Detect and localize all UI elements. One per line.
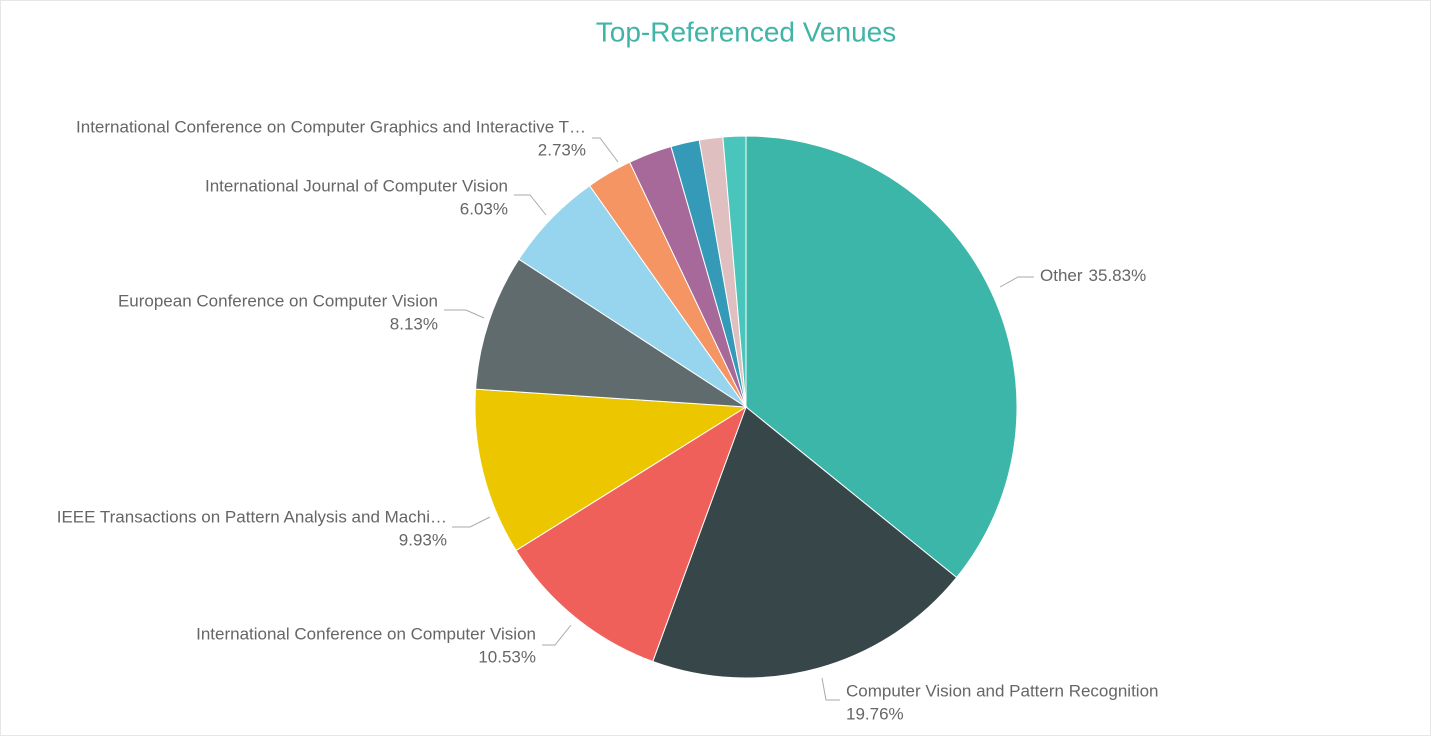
leader-line xyxy=(514,194,547,216)
category-label: Other xyxy=(1040,266,1083,285)
category-label: International Conference on Computer Vis… xyxy=(196,624,536,643)
leader-line xyxy=(592,137,619,163)
pie-slice xyxy=(515,405,747,663)
pie-slice xyxy=(652,406,958,679)
data-label: Other 35.83% xyxy=(1040,266,1146,285)
category-label: International Journal of Computer Vision xyxy=(205,176,508,195)
category-label: Computer Vision and Pattern Recognition xyxy=(846,681,1158,700)
leader-line xyxy=(821,677,840,701)
leader-line xyxy=(542,624,572,646)
category-label: IEEE Transactions on Pattern Analysis an… xyxy=(57,507,447,526)
chart-title: Top-Referenced Venues xyxy=(596,16,896,47)
value-label: 2.73% xyxy=(538,140,586,159)
value-label: 19.76% xyxy=(846,704,904,723)
value-label: 9.93% xyxy=(399,530,447,549)
value-label: 10.53% xyxy=(478,647,536,666)
category-label: International Conference on Computer Gra… xyxy=(76,117,586,136)
value-label: 6.03% xyxy=(460,199,508,218)
leader-line xyxy=(999,276,1034,288)
pie-slice xyxy=(745,135,1018,579)
value-label: 8.13% xyxy=(390,314,438,333)
leader-line xyxy=(444,309,485,319)
leader-line xyxy=(452,516,491,528)
value-label: 35.83% xyxy=(1089,266,1147,285)
pie-slice xyxy=(474,388,748,552)
pie-slice xyxy=(475,258,748,408)
pie-slice xyxy=(722,135,747,408)
category-label: European Conference on Computer Vision xyxy=(118,291,438,310)
